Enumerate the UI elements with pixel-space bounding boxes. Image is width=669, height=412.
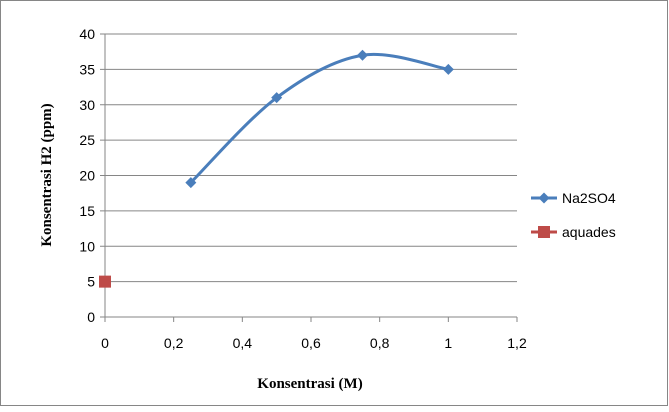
x-tick-label: 0,6 xyxy=(301,335,321,351)
legend-label: Na2SO4 xyxy=(562,190,616,206)
x-tick-label: 0,2 xyxy=(164,335,184,351)
x-tick-label: 1 xyxy=(444,335,452,351)
legend-label: aquades xyxy=(562,224,616,240)
y-tick-labels: 0 5 10 15 20 25 30 35 40 xyxy=(79,26,95,325)
y-tick-label: 5 xyxy=(87,274,95,290)
data-point xyxy=(442,63,454,75)
series-aquades xyxy=(99,275,111,288)
y-tick-label: 30 xyxy=(79,97,95,113)
y-tick-label: 40 xyxy=(79,26,95,42)
legend-marker xyxy=(538,226,550,238)
y-tick-label: 20 xyxy=(79,168,95,184)
legend-marker xyxy=(538,192,550,204)
legend-entry: Na2SO4 xyxy=(531,190,616,206)
x-tick-labels: 0 0,2 0,4 0,6 0,8 1 1,2 xyxy=(101,335,527,351)
data-point xyxy=(99,275,111,288)
y-axis-title: Konsentrasi H2 (ppm) xyxy=(39,103,55,246)
y-tick-label: 35 xyxy=(79,61,95,77)
x-tick-label: 1,2 xyxy=(507,335,527,351)
data-point xyxy=(357,49,368,61)
y-tick-label: 10 xyxy=(79,238,95,254)
series-na2so4 xyxy=(185,49,454,189)
y-tick-label: 0 xyxy=(87,309,95,325)
x-axis-title: Konsentrasi (M) xyxy=(257,376,362,392)
data-point xyxy=(271,92,283,104)
series-line xyxy=(189,52,450,185)
x-tick-label: 0,4 xyxy=(233,335,253,351)
legend: Na2SO4 aquades xyxy=(531,190,616,240)
series-group xyxy=(99,49,454,288)
y-tick-label: 15 xyxy=(79,203,95,219)
y-tick-label: 25 xyxy=(79,132,95,148)
x-tick-label: 0 xyxy=(101,335,109,351)
x-tick-label: 0,8 xyxy=(370,335,390,351)
data-point xyxy=(185,177,197,189)
legend-entry: aquades xyxy=(531,224,616,240)
